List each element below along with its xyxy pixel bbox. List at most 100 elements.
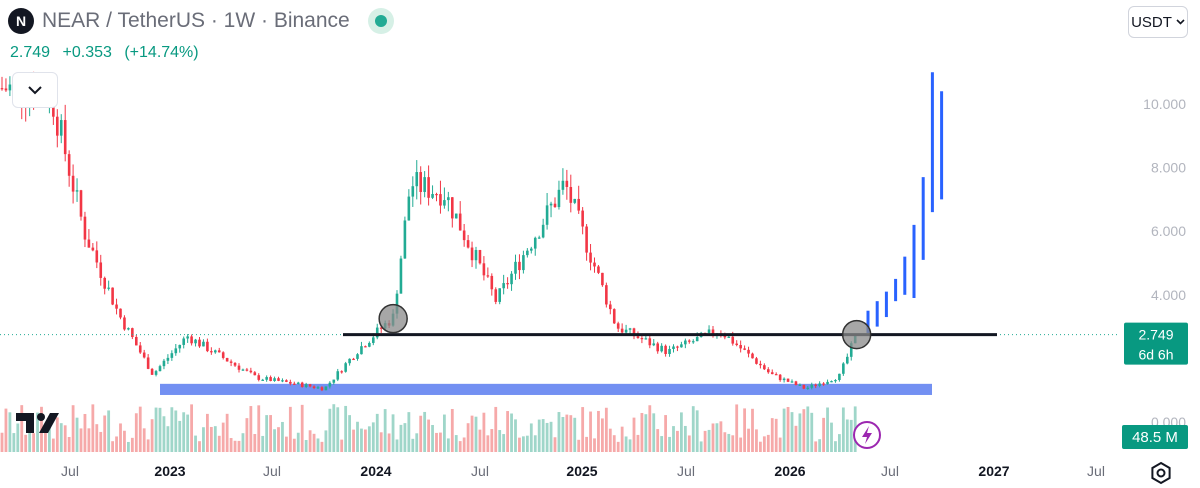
last-price: 2.749 xyxy=(10,44,51,61)
volume-bar xyxy=(830,422,833,452)
volume-bar xyxy=(747,428,750,452)
chevron-down-icon xyxy=(28,86,42,95)
volume-bar xyxy=(213,426,217,452)
y-tick-label: 4.000 xyxy=(1151,287,1186,303)
volume-bar xyxy=(59,423,63,452)
circle-marker xyxy=(841,319,872,350)
currency-dropdown[interactable]: USDT xyxy=(1128,6,1188,38)
candle-body xyxy=(632,328,636,337)
candle-body xyxy=(233,362,237,366)
volume-bar xyxy=(36,412,39,452)
candle-body xyxy=(336,371,340,380)
candle-body xyxy=(375,327,379,338)
settings-gear-icon[interactable] xyxy=(1148,460,1174,486)
volume-bar xyxy=(648,405,652,452)
candle-body xyxy=(253,372,257,376)
candle-body xyxy=(518,261,521,271)
candle-body xyxy=(316,387,320,389)
volume-bar xyxy=(407,412,411,452)
candle-body xyxy=(257,375,261,380)
flash-icon[interactable] xyxy=(852,420,882,450)
volume-bar xyxy=(770,418,774,452)
candle-body xyxy=(269,377,272,382)
volume-bar xyxy=(198,441,201,452)
volume-bar xyxy=(107,410,111,452)
volume-bar xyxy=(28,431,32,452)
candle-body xyxy=(59,120,63,136)
volume-bar xyxy=(826,407,829,452)
volume-bar xyxy=(162,416,166,452)
volume-bar xyxy=(134,413,138,452)
candle-body xyxy=(150,368,154,375)
volume-bar xyxy=(367,426,371,452)
volume-bar xyxy=(411,438,415,452)
candle-body xyxy=(660,345,663,352)
candle-body xyxy=(0,88,4,90)
candle-body xyxy=(577,198,580,211)
volume-bar xyxy=(553,437,557,452)
volume-bar xyxy=(680,412,683,452)
volume-bar xyxy=(470,415,474,452)
market-status-icon[interactable] xyxy=(367,8,394,34)
volume-bar xyxy=(111,441,114,452)
volume-bar xyxy=(624,436,628,452)
volume-bar xyxy=(24,434,28,452)
volume-bar xyxy=(545,422,549,452)
collapse-legend-button[interactable] xyxy=(12,72,58,108)
volume-bar xyxy=(601,418,604,452)
volume-bar xyxy=(628,439,632,452)
candle-body xyxy=(707,329,711,333)
volume-bar xyxy=(798,413,802,452)
candle-body xyxy=(324,386,328,391)
volume-bar xyxy=(699,441,703,452)
candle-body xyxy=(530,248,533,251)
x-tick-label: 2026 xyxy=(774,463,805,479)
candle-body xyxy=(826,381,829,385)
volume-bar xyxy=(838,434,841,452)
candle-body xyxy=(162,360,166,367)
candle-body xyxy=(198,339,201,347)
volume-bar xyxy=(506,411,509,452)
symbol-title[interactable]: NEAR / TetherUS · 1W · Binance xyxy=(42,9,350,32)
candle-body xyxy=(439,194,442,206)
volume-bar xyxy=(95,424,99,452)
volume-bar xyxy=(83,413,87,452)
candle-body xyxy=(814,384,817,386)
candle-body xyxy=(67,154,71,176)
volume-bar xyxy=(762,436,766,452)
volume-bar xyxy=(352,429,355,452)
volume-bar xyxy=(324,430,328,452)
candle-body xyxy=(158,366,162,372)
candle-body xyxy=(8,84,12,91)
price-label-value: 2.749 xyxy=(1138,327,1173,343)
candle-body xyxy=(344,363,347,372)
candle-body xyxy=(332,379,336,383)
volume-bar xyxy=(360,428,363,452)
candle-body xyxy=(265,377,268,380)
candle-body xyxy=(131,328,134,338)
volume-bar xyxy=(723,432,727,452)
volume-bar xyxy=(206,413,209,452)
candle-body xyxy=(364,346,367,348)
volume-bar xyxy=(482,412,486,452)
candle-body xyxy=(99,262,103,278)
candle-body xyxy=(774,374,778,376)
volume-bar xyxy=(454,435,458,452)
candle-body xyxy=(478,250,482,264)
volume-bar xyxy=(439,432,442,452)
volume-bar xyxy=(202,427,205,452)
volume-bar xyxy=(229,438,233,452)
candle-body xyxy=(470,247,474,261)
candle-body xyxy=(522,255,525,271)
support-zone-rect xyxy=(160,383,932,395)
volume-bar xyxy=(845,419,849,452)
volume-bar xyxy=(502,434,506,452)
candle-body xyxy=(431,193,434,198)
volume-bar xyxy=(395,439,399,452)
candle-body xyxy=(178,344,182,349)
candle-body xyxy=(616,323,620,329)
volume-bar xyxy=(486,435,490,452)
volume-bar xyxy=(810,412,814,452)
volume-bar xyxy=(612,435,616,452)
